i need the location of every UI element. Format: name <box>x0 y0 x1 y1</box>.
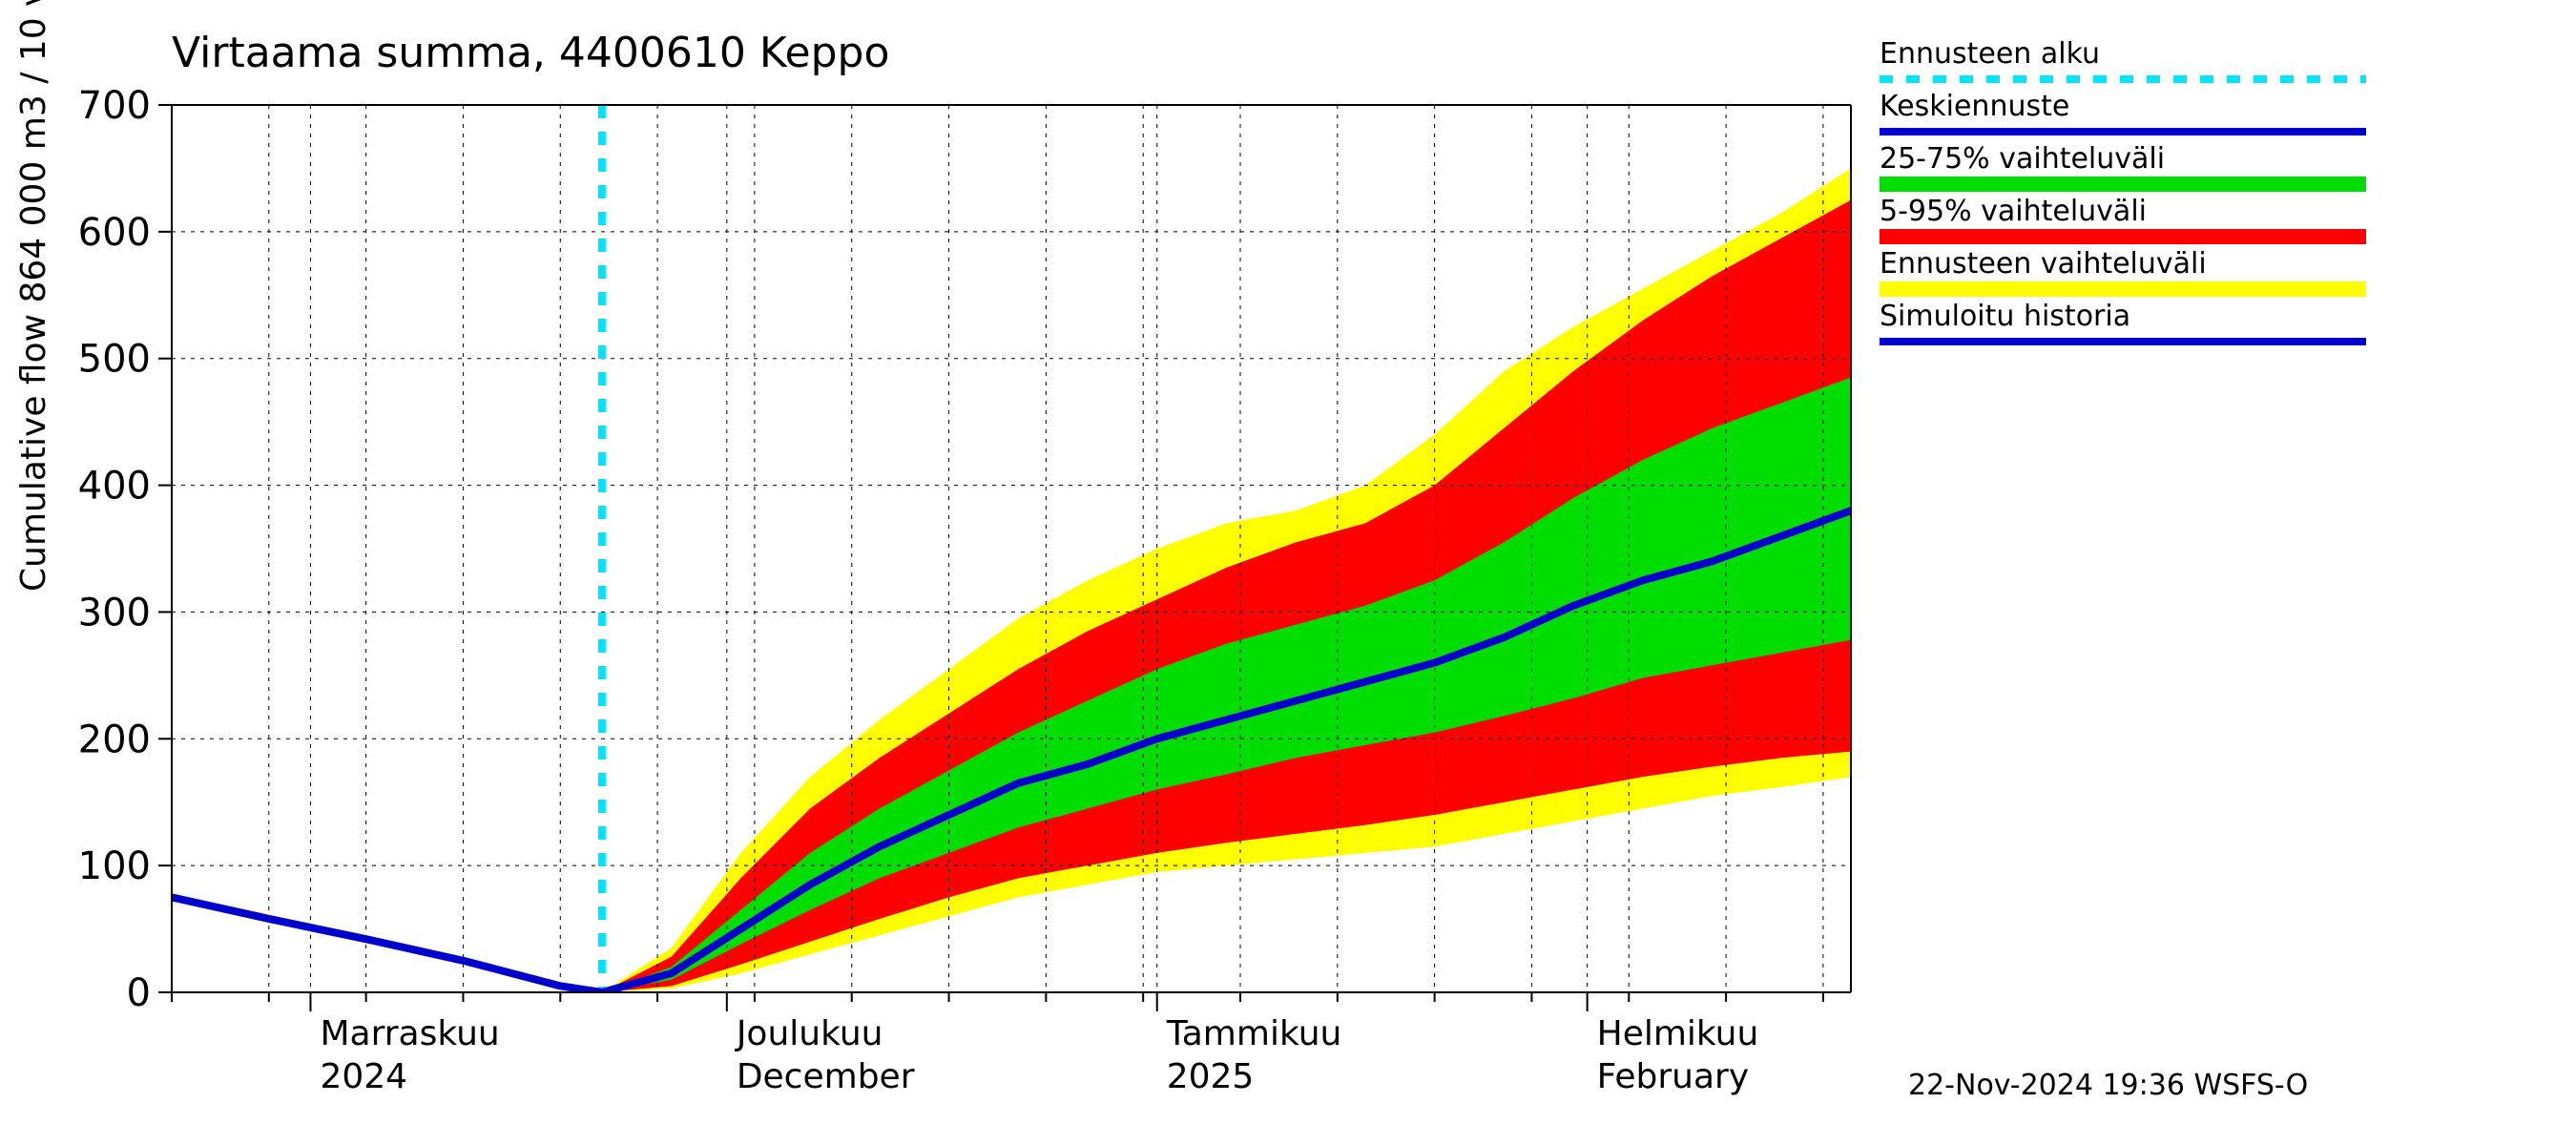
legend-item: Simuloitu historia <box>1880 301 2376 349</box>
footer-timestamp: 22-Nov-2024 19:36 WSFS-O <box>1908 1069 2308 1102</box>
legend-item: Ennusteen vaihteluväli <box>1880 248 2376 297</box>
ytick-label: 500 <box>78 338 151 382</box>
legend-item: Ennusteen alku <box>1880 38 2376 87</box>
ytick-label: 700 <box>78 84 151 128</box>
figure: Virtaama summa, 4400610 Keppo Cumulative… <box>0 0 2576 1145</box>
xtick-label-top: Helmikuu <box>1597 1014 1759 1053</box>
legend-item: 25-75% vaihteluväli <box>1880 143 2376 192</box>
legend-swatch <box>1880 281 2366 297</box>
legend-swatch <box>1880 124 2366 139</box>
xtick-label-bottom: 2024 <box>320 1057 407 1096</box>
legend-swatch <box>1880 229 2366 244</box>
ytick-label: 200 <box>78 718 151 761</box>
xtick-label-bottom: December <box>737 1057 915 1096</box>
legend-label: Ennusteen alku <box>1880 38 2376 70</box>
xtick-label-top: Marraskuu <box>320 1014 499 1053</box>
xtick-label-top: Joulukuu <box>735 1014 883 1053</box>
legend-label: Ennusteen vaihteluväli <box>1880 248 2376 280</box>
ytick-label: 100 <box>78 844 151 888</box>
ytick-label: 300 <box>78 591 151 635</box>
legend-item: Keskiennuste <box>1880 91 2376 139</box>
y-axis-label: Cumulative flow 864 000 m3 / 10 vrky <box>14 0 53 592</box>
legend-swatch <box>1880 177 2366 192</box>
xtick-label-top: Tammikuu <box>1166 1014 1342 1053</box>
ytick-label: 400 <box>78 465 151 509</box>
ytick-label: 0 <box>127 971 151 1015</box>
legend-item: 5-95% vaihteluväli <box>1880 196 2376 244</box>
ytick-label: 600 <box>78 211 151 255</box>
xtick-label-bottom: February <box>1597 1057 1750 1096</box>
legend-label: 25-75% vaihteluväli <box>1880 143 2376 175</box>
legend-label: 5-95% vaihteluväli <box>1880 196 2376 227</box>
chart-title: Virtaama summa, 4400610 Keppo <box>172 29 889 77</box>
legend-swatch <box>1880 72 2366 87</box>
xtick-label-bottom: 2025 <box>1167 1057 1255 1096</box>
legend: Ennusteen alku Keskiennuste 25-75% vaihtel… <box>1880 38 2376 353</box>
legend-label: Simuloitu historia <box>1880 301 2376 332</box>
legend-swatch <box>1880 334 2366 349</box>
legend-label: Keskiennuste <box>1880 91 2376 122</box>
